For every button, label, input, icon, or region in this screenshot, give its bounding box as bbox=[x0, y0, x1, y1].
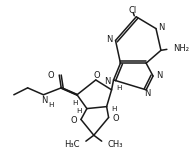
Text: N: N bbox=[106, 35, 113, 44]
Text: H₃C: H₃C bbox=[65, 140, 80, 149]
Text: H: H bbox=[48, 102, 54, 108]
Text: N: N bbox=[156, 71, 162, 80]
Text: N: N bbox=[144, 89, 150, 98]
Text: N: N bbox=[158, 23, 164, 32]
Text: O: O bbox=[113, 114, 119, 123]
Text: H: H bbox=[112, 106, 117, 112]
Text: N: N bbox=[104, 77, 111, 86]
Text: Cl: Cl bbox=[128, 6, 137, 15]
Text: O: O bbox=[48, 71, 54, 80]
Text: H: H bbox=[72, 100, 78, 106]
Text: H: H bbox=[117, 85, 122, 91]
Text: O: O bbox=[70, 116, 77, 125]
Text: NH₂: NH₂ bbox=[173, 44, 189, 53]
Text: N: N bbox=[41, 96, 48, 105]
Text: CH₃: CH₃ bbox=[108, 140, 123, 149]
Text: H: H bbox=[76, 108, 82, 114]
Text: O: O bbox=[94, 71, 100, 80]
